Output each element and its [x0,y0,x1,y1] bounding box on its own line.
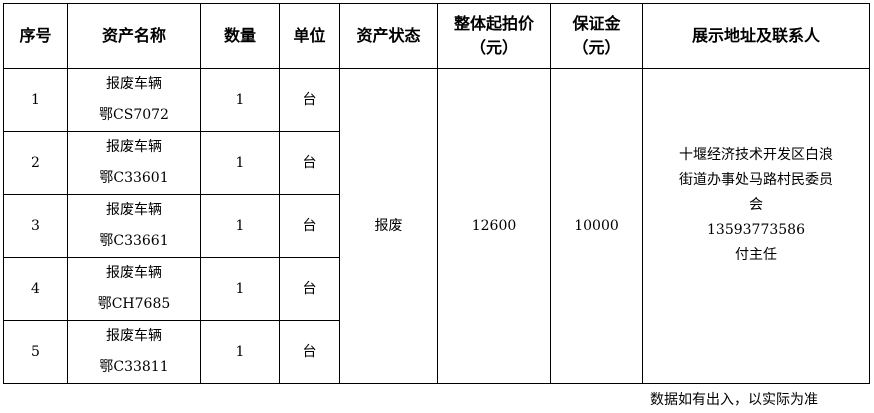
asset-table: 序号 资产名称 数量 单位 资产状态 整体起拍价 （元） 保证金 （元） 展示地址及… [3,3,870,384]
cell-unit: 台 [279,131,340,195]
cell-quantity: 1 [200,194,280,258]
address-line: 十堰经济技术开发区白浪 [679,146,833,163]
cell-no: 3 [3,194,68,258]
header-asset-name: 资产名称 [67,3,201,69]
table-row: 4 报废车辆鄂CH7685 1 台 [3,257,870,321]
header-deposit: 保证金 （元） [550,3,643,69]
cell-unit: 台 [279,68,340,132]
header-row: 序号 资产名称 数量 单位 资产状态 整体起拍价 （元） 保证金 （元） 展示地址及… [3,3,870,69]
plate-number: 鄂C33811 [99,359,169,375]
header-unit: 单位 [279,3,340,69]
header-no: 序号 [3,3,68,69]
header-start-price-label: 整体起拍价 [453,14,534,33]
cell-unit: 台 [279,257,340,321]
asset-name: 报废车辆 [106,328,162,344]
plate-number: 鄂C33661 [99,233,169,249]
header-address-contact: 展示地址及联系人 [642,3,870,69]
contact-phone: 13593773586 [707,221,805,238]
address-line: 会 [749,196,763,213]
plate-number: 鄂CH7685 [97,296,171,312]
table-row: 5 报废车辆鄂C33811 1 台 [3,320,870,384]
cell-no: 1 [3,68,68,132]
plate-number: 鄂CS7072 [99,107,169,123]
asset-name: 报废车辆 [106,202,162,218]
header-quantity: 数量 [200,3,280,69]
cell-asset-name: 报废车辆鄂C33661 [67,194,201,258]
cell-asset-name: 报废车辆鄂CH7685 [67,257,201,321]
cell-quantity: 1 [200,68,280,132]
header-start-price-unit: （元） [469,38,518,57]
asset-name: 报废车辆 [106,76,162,92]
cell-quantity: 1 [200,131,280,195]
table-row: 1 报废车辆 鄂CS7072 1 台报废 12600 10000 十堰经济技术开发… [3,68,870,384]
header-deposit-label: 保证金 [572,14,621,33]
asset-name: 报废车辆 [106,139,162,155]
cell-no: 5 [3,320,68,384]
cell-unit: 台 [279,194,340,258]
table-row: 3 报废车辆鄂C33661 1 台 [3,194,870,258]
asset-name: 报废车辆 [106,265,162,281]
header-deposit-unit: （元） [572,38,621,57]
header-status: 资产状态 [339,3,438,69]
cell-asset-name: 报废车辆鄂C33601 [67,131,201,195]
address-line: 街道办事处马路村民委员 [679,171,833,188]
cell-asset-name: 报废车辆鄂CS7072 [67,68,201,132]
cell-unit: 台 [279,320,340,384]
cell-no: 4 [3,257,68,321]
cell-status: 报废 [339,68,438,384]
plate-number: 鄂C33601 [99,170,169,186]
cell-deposit: 10000 [550,68,643,384]
cell-no: 2 [3,131,68,195]
cell-start-price: 12600 [437,68,551,384]
cell-quantity: 1 [200,257,280,321]
table-row: 2 报废车辆鄂C33601 1 台 [3,131,870,195]
cell-quantity: 1 [200,320,280,384]
cell-address-contact: 十堰经济技术开发区白浪 街道办事处马路村民委员 会 13593773586 付主… [642,68,870,384]
header-start-price: 整体起拍价 （元） [437,3,551,69]
contact-person: 付主任 [735,246,777,263]
disclaimer-note: 数据如有出入，以实际为准 [650,392,818,408]
cell-asset-name: 报废车辆鄂C33811 [67,320,201,384]
